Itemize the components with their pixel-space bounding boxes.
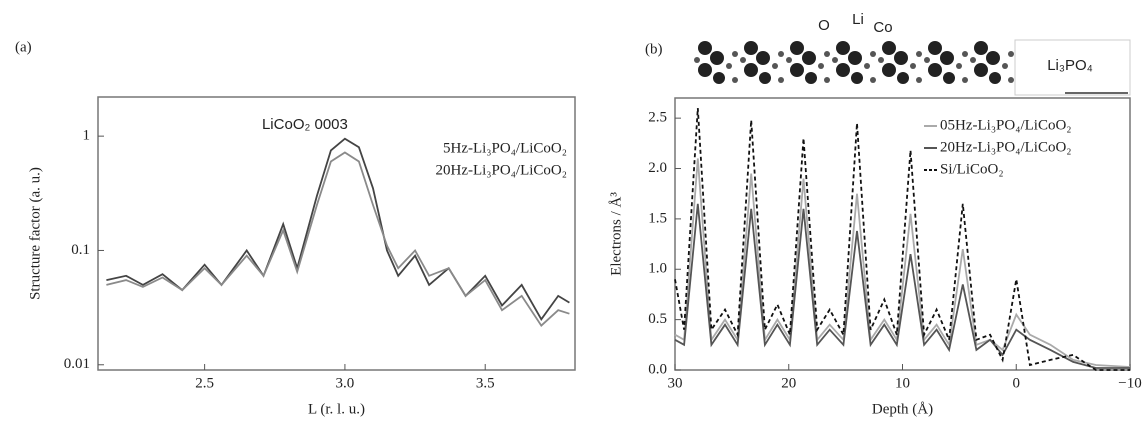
atom (713, 72, 725, 84)
atom (759, 72, 771, 84)
annotation: LiCoO₂ 0003 (262, 116, 348, 133)
atom (882, 41, 896, 55)
y-tick-label: 2.5 (648, 110, 667, 126)
atom (786, 57, 792, 63)
atom (928, 63, 942, 77)
legend-label: 05Hz-Li₃PO₄/LiCoO₂ (940, 117, 1072, 133)
atom (924, 57, 930, 63)
atom (916, 77, 922, 83)
legend-label: Si/LiCoO₂ (940, 161, 1004, 177)
x-tick-label: 20 (781, 375, 796, 391)
x-tick-label: −10 (1118, 375, 1141, 391)
atom (870, 77, 876, 83)
atom (740, 57, 746, 63)
atom (832, 57, 838, 63)
y-axis-title: Electrons / Å³ (608, 192, 624, 276)
atom (772, 63, 778, 69)
li3po4-box (1014, 39, 1131, 96)
atom (943, 72, 955, 84)
structure-label: Li (852, 11, 864, 28)
atom (882, 63, 896, 77)
atom (836, 41, 850, 55)
atom (986, 51, 1000, 65)
atom (694, 57, 700, 63)
y-tick-label: 1 (83, 128, 91, 144)
atom (805, 72, 817, 84)
atom (744, 63, 758, 77)
panel-label: (b) (645, 41, 663, 57)
atom (940, 51, 954, 65)
atom (864, 63, 870, 69)
atom (894, 51, 908, 65)
y-axis-title: Structure factor (a. u.) (27, 167, 43, 300)
atom (778, 51, 784, 57)
x-tick-label: 10 (895, 375, 910, 391)
atom (824, 77, 830, 83)
x-axis-title: L (r. l. u.) (308, 401, 365, 417)
atom (790, 63, 804, 77)
y-tick-label: 0.01 (64, 356, 90, 372)
atom (970, 57, 976, 63)
atom (851, 72, 863, 84)
legend-label: 20Hz-Li₃PO₄/LiCoO₂ (435, 162, 567, 178)
atom (698, 41, 712, 55)
atom (870, 51, 876, 57)
series-line (674, 158, 1131, 368)
atom (1002, 63, 1008, 69)
atom (974, 41, 988, 55)
panel-label: (a) (15, 39, 32, 55)
atom (878, 57, 884, 63)
atom (897, 72, 909, 84)
structure-label: O (818, 17, 830, 34)
y-tick-label: 0.1 (71, 242, 90, 258)
atom (756, 51, 770, 65)
atom (962, 51, 968, 57)
y-tick-label: 0.5 (648, 311, 667, 327)
series-line (106, 151, 570, 327)
atom (989, 72, 1001, 84)
atom (928, 41, 942, 55)
atom (916, 51, 922, 57)
atom (744, 41, 758, 55)
atom (1008, 77, 1014, 83)
y-tick-label: 1.5 (648, 210, 667, 226)
atom (732, 51, 738, 57)
atom (962, 77, 968, 83)
atom (910, 63, 916, 69)
atom (778, 77, 784, 83)
x-tick-label: 0 (1013, 375, 1021, 391)
structure-label: Li₃PO₄ (1047, 57, 1093, 74)
series-line (106, 137, 570, 321)
atom (818, 63, 824, 69)
structure-label: Co (873, 19, 892, 36)
atom (790, 41, 804, 55)
x-tick-label: 2.5 (195, 375, 214, 391)
series-line (674, 203, 1130, 369)
plot-frame (97, 96, 576, 371)
atom (956, 63, 962, 69)
x-tick-label: 30 (668, 375, 683, 391)
atom (802, 51, 816, 65)
y-tick-label: 0.0 (648, 361, 667, 377)
legend-label: 20Hz-Li₃PO₄/LiCoO₂ (940, 139, 1072, 155)
atom (710, 51, 724, 65)
x-tick-label: 3.5 (476, 375, 495, 391)
atom (824, 51, 830, 57)
atom (698, 63, 712, 77)
y-tick-label: 2.0 (648, 160, 667, 176)
atom (836, 63, 850, 77)
atom (726, 63, 732, 69)
legend-label: 5Hz-Li₃PO₄/LiCoO₂ (443, 140, 567, 156)
x-tick-label: 3.0 (336, 375, 355, 391)
atom (732, 77, 738, 83)
atom (974, 63, 988, 77)
series-line (674, 108, 1130, 371)
atom (1008, 51, 1014, 57)
atom (848, 51, 862, 65)
x-axis-title: Depth (Å) (872, 401, 933, 417)
y-tick-label: 1.0 (648, 261, 667, 277)
structure-schematic (694, 39, 1131, 96)
